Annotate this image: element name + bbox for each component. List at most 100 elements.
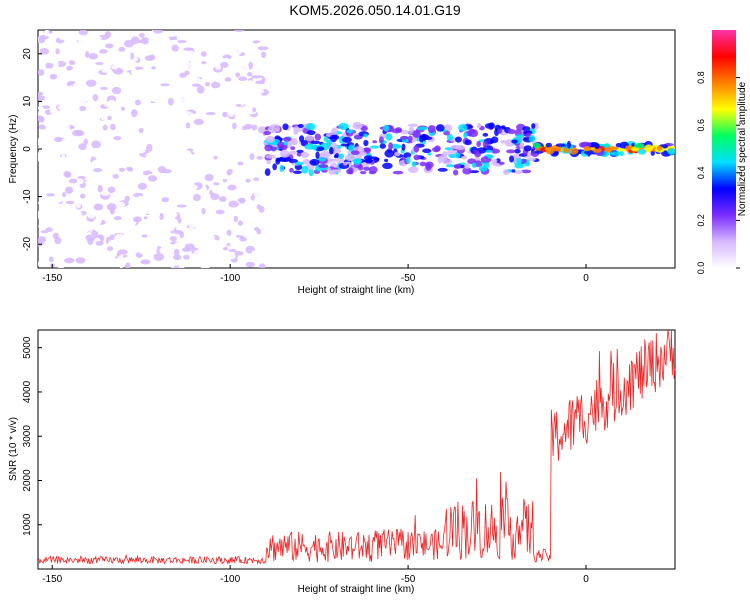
heatmap-cell [189,112,195,118]
heatmap-cell [211,81,221,89]
heatmap-cell [209,212,215,217]
heatmap-cell [142,95,148,100]
heatmap-cell [252,145,263,151]
spectrogram-y-axis-label: Frequency (Hz) [8,115,19,184]
heatmap-cell [52,177,62,186]
heatmap-cell [187,172,195,179]
heatmap-cell [156,176,162,181]
heatmap-cell [109,123,116,131]
heatmap-cell [476,122,482,129]
heatmap-cell [252,68,260,75]
heatmap-cell [156,92,165,98]
x-tick-label: -50 [401,574,416,585]
heatmap-cell [235,72,241,78]
heatmap-cell [425,163,432,171]
heatmap-cell [156,64,166,68]
heatmap-cell [170,61,175,66]
heatmap-cell [193,177,198,183]
heatmap-cell [213,132,220,137]
heatmap-cell [213,155,218,160]
heatmap-cell [315,151,320,160]
heatmap-cell [141,112,146,121]
heatmap-cell [40,230,48,234]
heatmap-cell [62,120,74,125]
heatmap-cell [399,135,409,140]
heatmap-cell [80,70,92,76]
spectrogram-y-ticks: -20 -10 0 10 20 [22,48,42,251]
heatmap-cell [130,109,138,118]
heatmap-cell [441,159,453,165]
heatmap-cell [131,260,138,268]
heatmap-cell [545,146,555,155]
heatmap-cell [191,31,202,36]
colorbar-ticks: 0.0 0.2 0.4 0.6 0.8 [696,71,740,274]
heatmap-cell [72,99,83,107]
heatmap-cell [122,94,132,102]
heatmap-cell [143,216,148,220]
heatmap-cell [119,262,124,268]
heatmap-cell [495,158,501,163]
heatmap-cell [136,175,143,179]
heatmap-cell [251,250,258,257]
heatmap-cell [87,254,93,262]
snr-frame [37,329,676,570]
heatmap-cell [88,45,100,53]
heatmap-cell [363,133,369,138]
heatmap-cell [458,123,468,132]
heatmap-cell [144,55,154,61]
heatmap-cell [68,60,76,66]
heatmap-cell [80,224,88,229]
heatmap-cell [186,34,196,39]
heatmap-cell [38,115,45,123]
heatmap-cell [301,165,309,174]
heatmap-cell [134,148,146,154]
heatmap-cell [147,217,153,224]
heatmap-cell [487,154,493,159]
heatmap-cell [227,89,233,96]
heatmap-cell [288,150,297,155]
heatmap-cell [186,200,193,204]
heatmap-cell [207,43,212,49]
heatmap-cell [427,152,432,156]
heatmap-cell [250,239,257,247]
heatmap-cell [161,197,170,203]
colorbar-label: Normalized spectral amplitude [737,81,748,216]
heatmap-cell [248,61,253,70]
heatmap-cell [533,142,541,149]
heatmap-cell [202,68,208,75]
heatmap-cell [227,184,237,191]
heatmap-cell [237,161,244,166]
heatmap-cell [38,138,44,143]
heatmap-cell [373,157,380,161]
heatmap-cell [124,72,131,77]
heatmap-cell [427,125,436,134]
heatmap-cell [61,153,66,160]
heatmap-cell [245,178,251,183]
heatmap-cell [193,118,204,126]
heatmap-cell [112,106,121,110]
heatmap-cell [72,129,83,137]
heatmap-cell [78,30,88,36]
heatmap-cell [138,127,144,133]
heatmap-cell [145,98,151,105]
heatmap-cell [619,150,624,156]
heatmap-cell [206,150,214,154]
heatmap-cell [461,155,468,160]
colorbar: 0.0 0.2 0.4 0.6 0.8 Normalized spectral ampl… [696,30,748,274]
heatmap-cell [98,249,106,255]
heatmap-cell [95,76,106,83]
heatmap-cell [265,135,275,143]
heatmap-cell [81,98,87,107]
heatmap-cell [45,215,55,220]
heatmap-cell [87,132,93,137]
heatmap-cell [345,154,356,161]
heatmap-cell [302,158,311,165]
heatmap-cell [297,123,304,129]
heatmap-cell [192,215,200,222]
heatmap-cell [437,167,448,172]
heatmap-cell [160,45,167,51]
heatmap-cell [478,165,488,172]
heatmap-cell [252,185,258,192]
heatmap-cell [146,247,153,252]
